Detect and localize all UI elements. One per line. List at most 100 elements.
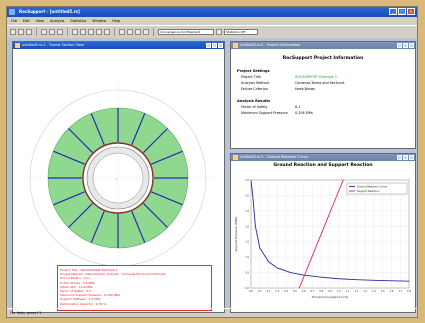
chart-title: Ground Reaction and Support Reaction (273, 163, 373, 168)
series-point (298, 287, 300, 289)
y-axis-label: Support Pressure (MPa) (234, 216, 238, 251)
statusbar: For Help, press F1 (7, 308, 417, 317)
support-icon[interactable] (143, 29, 149, 35)
tunnel-info-box: Project Title : ROCSUPPORT Example 1 Pro… (57, 265, 212, 311)
analysis-icon[interactable] (119, 29, 125, 35)
x-tick-label: 1.1 (346, 290, 350, 293)
y-tick-label: 1.5 (245, 241, 249, 244)
tunnel-window-title: untitled5.rs:1 - Tunnel Section View (22, 43, 84, 47)
view-combo[interactable]: Convergence-Confinement (158, 29, 214, 35)
app-title: RocSupport - [untitled5.rs] (19, 9, 80, 14)
toolbar: Convergence-Confinement Statistics Off (7, 25, 417, 39)
series-point (356, 279, 357, 280)
info-row: Failure Criterion Hoek-Brown (241, 87, 316, 91)
x-tick-label: 1.0 (337, 290, 341, 293)
x-tick-label: 1.8 (407, 290, 411, 293)
x-tick-label: 0.3 (275, 290, 279, 293)
info-heading: RocSupport Project Information (282, 56, 364, 61)
x-tick-label: 1.4 (372, 290, 376, 293)
child-maximize-button[interactable] (403, 155, 408, 160)
menu-help[interactable]: Help (112, 19, 121, 23)
x-tick-label: 0.2 (267, 290, 271, 293)
menu-view[interactable]: View (35, 19, 44, 23)
rock-bolt (68, 128, 93, 153)
combo-arrow-icon[interactable] (216, 29, 222, 35)
menu-edit[interactable]: Edit (22, 19, 30, 23)
chart-window-titlebar: untitled5.rs:3 - Ground Reaction Curve (231, 154, 415, 161)
tunnel-center-mark: + (115, 177, 118, 181)
rock-bolt (53, 191, 85, 206)
info-line: Intact UCS : 10.8 MPa (60, 284, 93, 289)
analysis-results-heading: Analysis Results (237, 99, 271, 103)
y-tick-label: 2.0 (245, 225, 249, 228)
info-line: Deformation Capacity : 0.35 % (60, 301, 107, 306)
pan-icon[interactable] (96, 29, 102, 35)
close-button[interactable]: × (407, 8, 415, 15)
minimize-button[interactable]: _ (389, 8, 397, 15)
x-tick-label: 0.7 (311, 290, 315, 293)
menu-statistics[interactable]: Statistics (70, 19, 87, 23)
child-minimize-button[interactable] (397, 155, 402, 160)
tunnel-view-window[interactable]: untitled5.rs:1 - Tunnel Section View + P… (12, 41, 225, 313)
copy-icon[interactable] (49, 29, 55, 35)
child-close-button[interactable] (409, 155, 414, 160)
chart-icon[interactable] (127, 29, 133, 35)
window-icon (15, 43, 20, 48)
help-icon[interactable] (104, 29, 110, 35)
info-line: Tunnel Radius : 3 m (60, 276, 90, 281)
save-icon[interactable] (26, 29, 32, 35)
info-icon[interactable] (135, 29, 141, 35)
app-icon (9, 9, 15, 15)
y-tick-label: 3.5 (245, 179, 249, 182)
x-tick-label: 0.6 (302, 290, 306, 293)
x-tick-label: 1.6 (390, 290, 394, 293)
y-tick-label: 0.5 (245, 272, 249, 275)
zoom-all-icon[interactable] (88, 29, 94, 35)
application-window: RocSupport - [untitled5.rs] _ □ × File E… (6, 6, 418, 318)
series-point (268, 261, 269, 263)
info-line: Project Title : ROCSUPPORT Example 1 (60, 268, 118, 272)
child-minimize-button[interactable] (206, 43, 211, 48)
info-line: In-Situ Stress : 3.5 MPa (60, 280, 95, 285)
ground-reaction-window[interactable]: untitled5.rs:3 - Ground Reaction Curve G… (230, 153, 416, 313)
x-tick-label: 1.2 (354, 290, 358, 293)
series-point (252, 195, 254, 196)
rock-bolt (131, 113, 146, 145)
info-row: Factor of Safety 6.1 (241, 105, 301, 109)
menu-file[interactable]: File (11, 19, 17, 23)
new-file-icon[interactable] (10, 29, 16, 35)
menubar: File Edit View Analysis Statistics Windo… (7, 17, 417, 25)
child-minimize-button[interactable] (397, 43, 402, 48)
mdi-client-area: untitled5.rs:1 - Tunnel Section View + P… (7, 38, 417, 313)
tunnel-section-drawing[interactable]: + (13, 49, 224, 313)
child-maximize-button[interactable] (403, 43, 408, 48)
info-line: Factor of Safety : 6.1 (60, 289, 92, 294)
maximize-button[interactable]: □ (398, 8, 406, 15)
zoom-in-icon[interactable] (72, 29, 78, 35)
rock-bolt (90, 211, 105, 243)
menu-window[interactable]: Window (92, 19, 107, 23)
child-maximize-button[interactable] (212, 43, 217, 48)
rock-bolt (53, 150, 85, 165)
series-point (255, 225, 256, 227)
support-reaction-line (298, 179, 344, 289)
x-tick-label: 1.5 (381, 290, 385, 293)
menu-analysis[interactable]: Analysis (49, 19, 65, 23)
child-close-button[interactable] (218, 43, 223, 48)
stats-combo[interactable]: Statistics Off (224, 29, 258, 35)
rock-bolt (143, 203, 168, 228)
series-point (320, 276, 322, 278)
child-close-button[interactable] (409, 43, 414, 48)
info-window-titlebar: untitled5.rs:2 - Project Information (231, 42, 415, 49)
cut-icon[interactable] (41, 29, 47, 35)
rock-bolt (151, 191, 183, 206)
project-settings-heading: Project Settings (237, 69, 270, 73)
zoom-out-icon[interactable] (80, 29, 86, 35)
open-file-icon[interactable] (18, 29, 24, 35)
info-line: Support Stiffness : 1.5 MPa (60, 297, 101, 302)
info-line: Project Method : Deterministic Analysis … (60, 272, 166, 277)
x-tick-label: 1.7 (398, 290, 402, 293)
project-info-window[interactable]: untitled5.rs:2 - Project Information Roc… (230, 41, 416, 149)
rock-bolt (143, 128, 168, 153)
paste-icon[interactable] (57, 29, 63, 35)
